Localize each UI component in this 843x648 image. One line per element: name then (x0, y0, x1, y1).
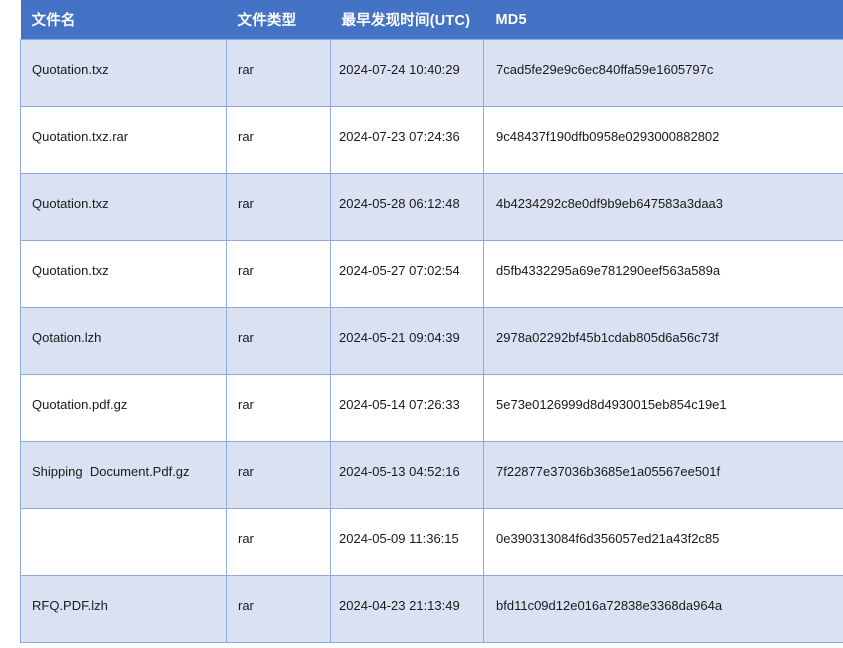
cell-filetype: rar (226, 106, 331, 174)
cell-md5: 2978a02292bf45b1cdab805d6a56c73f (483, 307, 843, 375)
cell-filename: Quotation.txz (20, 39, 227, 107)
column-header-filetype: 文件类型 (226, 0, 331, 40)
table-row: Quotation.pdf.gz rar 2024-05-14 07:26:33… (20, 374, 843, 442)
cell-first-seen: 2024-05-09 11:36:15 (330, 508, 484, 576)
cell-filetype: rar (226, 39, 331, 107)
cell-md5: 0e390313084f6d356057ed21a43f2c85 (483, 508, 843, 576)
cell-filetype: rar (226, 441, 331, 509)
cell-filename: Quotation.txz.rar (20, 106, 227, 174)
cell-filename: Quotation.txz (20, 240, 227, 308)
cell-first-seen: 2024-04-23 21:13:49 (330, 575, 484, 643)
cell-first-seen: 2024-07-23 07:24:36 (330, 106, 484, 174)
cell-filename: RFQ.PDF.lzh (20, 575, 227, 643)
table-row: Qotation.lzh rar 2024-05-21 09:04:39 297… (20, 307, 843, 375)
cell-filetype: rar (226, 374, 331, 442)
cell-filename (20, 508, 227, 576)
table-row: Quotation.txz rar 2024-07-24 10:40:29 7c… (20, 39, 843, 107)
cell-filetype: rar (226, 508, 331, 576)
cell-filename: Shipping Document.Pdf.gz (20, 441, 227, 509)
column-header-md5: MD5 (483, 0, 843, 40)
cell-first-seen: 2024-05-13 04:52:16 (330, 441, 484, 509)
table-row: Quotation.txz rar 2024-05-27 07:02:54 d5… (20, 240, 843, 308)
cell-first-seen: 2024-05-14 07:26:33 (330, 374, 484, 442)
cell-first-seen: 2024-05-21 09:04:39 (330, 307, 484, 375)
table-row: Quotation.txz.rar rar 2024-07-23 07:24:3… (20, 106, 843, 174)
table-header-row: 文件名 文件类型 最早发现时间(UTC) MD5 (20, 0, 843, 40)
cell-filetype: rar (226, 240, 331, 308)
table-header: 文件名 文件类型 最早发现时间(UTC) MD5 (20, 0, 843, 40)
column-header-first-seen: 最早发现时间(UTC) (330, 0, 484, 40)
cell-filename: Quotation.txz (20, 173, 227, 241)
cell-md5: 4b4234292c8e0df9b9eb647583a3daa3 (483, 173, 843, 241)
cell-md5: 7f22877e37036b3685e1a05567ee501f (483, 441, 843, 509)
cell-md5: bfd11c09d12e016a72838e3368da964a (483, 575, 843, 643)
cell-md5: 5e73e0126999d8d4930015eb854c19e1 (483, 374, 843, 442)
cell-first-seen: 2024-05-27 07:02:54 (330, 240, 484, 308)
cell-filetype: rar (226, 307, 331, 375)
table-row: rar 2024-05-09 11:36:15 0e390313084f6d35… (20, 508, 843, 576)
cell-filename: Qotation.lzh (20, 307, 227, 375)
table-row: RFQ.PDF.lzh rar 2024-04-23 21:13:49 bfd1… (20, 575, 843, 643)
cell-filetype: rar (226, 575, 331, 643)
cell-filetype: rar (226, 173, 331, 241)
cell-filename: Quotation.pdf.gz (20, 374, 227, 442)
column-header-filename: 文件名 (20, 0, 227, 40)
cell-md5: 7cad5fe29e9c6ec840ffa59e1605797c (483, 39, 843, 107)
file-hash-table: 文件名 文件类型 最早发现时间(UTC) MD5 Quotation.txz r… (20, 0, 843, 643)
table-row: Shipping Document.Pdf.gz rar 2024-05-13 … (20, 441, 843, 509)
cell-md5: d5fb4332295a69e781290eef563a589a (483, 240, 843, 308)
cell-md5: 9c48437f190dfb0958e0293000882802 (483, 106, 843, 174)
cell-first-seen: 2024-07-24 10:40:29 (330, 39, 484, 107)
table-body: Quotation.txz rar 2024-07-24 10:40:29 7c… (20, 39, 843, 643)
cell-first-seen: 2024-05-28 06:12:48 (330, 173, 484, 241)
table-row: Quotation.txz rar 2024-05-28 06:12:48 4b… (20, 173, 843, 241)
